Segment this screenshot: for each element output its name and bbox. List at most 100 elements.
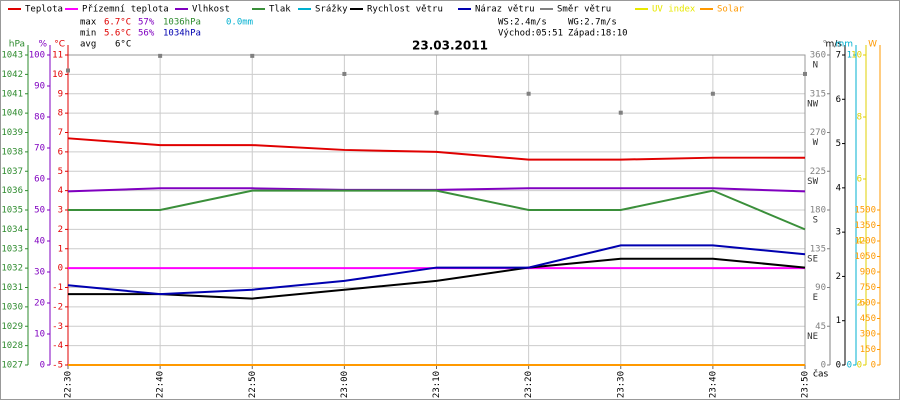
y-tick-label: 3	[58, 206, 63, 216]
series-line	[68, 189, 806, 231]
legend-label: Přízemní teplota	[82, 5, 169, 15]
legend-label: Tlak	[269, 5, 291, 15]
y-tick-label: 10	[851, 51, 862, 61]
legend-label: Směr větru	[557, 5, 611, 15]
y-tick-label: 8	[857, 113, 862, 123]
y-tick-label: 1033	[1, 244, 23, 254]
direction-dot	[158, 53, 163, 58]
y-tick-label: 1	[836, 316, 841, 326]
axis-unit: °	[823, 40, 828, 50]
x-axis-label: čas	[813, 369, 828, 380]
y-tick-label: 90	[34, 82, 45, 92]
y-tick-label: 315	[810, 89, 826, 99]
y-tick-label: 600	[860, 299, 876, 309]
y-tick-label: 1035	[1, 206, 23, 216]
y-tick-label: 1038	[1, 147, 23, 157]
y-tick-label: -4	[52, 341, 63, 351]
direction-dot	[526, 91, 531, 96]
y-tick-label: 1027	[1, 361, 23, 371]
legend-label: Teplota	[25, 5, 63, 15]
axis-unit: °C	[54, 40, 65, 50]
series-line	[67, 244, 806, 296]
y-tick-label: 1200	[854, 237, 876, 247]
info-text: WS:2.4m/s	[498, 18, 547, 28]
y-tick-label: 4	[857, 237, 862, 247]
y-tick-label: 225	[810, 167, 826, 177]
y-tick-label: 1043	[1, 51, 23, 61]
compass-label: NW	[807, 99, 818, 109]
direction-dot	[250, 53, 255, 58]
stat-value: 1036hPa	[163, 18, 201, 28]
y-tick-label: 1040	[1, 109, 23, 119]
y-tick-label: 1500	[854, 206, 876, 216]
y-tick-label: 2	[58, 225, 63, 235]
axis-unit: hPa	[9, 40, 25, 50]
legend-label: Náraz větru	[475, 5, 535, 15]
y-tick-label: 45	[815, 322, 826, 332]
y-tick-label: 135	[810, 244, 826, 254]
compass-label: W	[813, 138, 819, 148]
y-tick-label: 7	[836, 51, 841, 61]
compass-label: S	[813, 216, 818, 226]
y-tick-label: 1029	[1, 322, 23, 332]
y-tick-label: 5	[58, 167, 63, 177]
y-tick-label: 6	[857, 175, 862, 185]
x-tick-label: 23:50	[801, 371, 811, 398]
y-tick-label: 7	[58, 128, 63, 138]
chart-title: 23.03.2011	[412, 39, 488, 53]
y-tick-label: 0	[821, 361, 826, 371]
stat-label: avg	[80, 40, 96, 50]
y-tick-label: 300	[860, 330, 876, 340]
legend-label: Solar	[717, 5, 745, 15]
y-tick-label: 20	[34, 299, 45, 309]
direction-dot	[710, 91, 715, 96]
y-tick-label: 180	[810, 206, 826, 216]
y-tick-label: 1050	[854, 252, 876, 262]
y-tick-label: 40	[34, 237, 45, 247]
x-tick-label: 23:30	[616, 371, 626, 398]
y-tick-label: 4	[836, 183, 841, 193]
y-tick-label: -5	[52, 361, 63, 371]
y-tick-label: 0	[871, 361, 876, 371]
stat-label: max	[80, 18, 97, 28]
y-tick-label: 900	[860, 268, 876, 278]
y-tick-label: 60	[34, 175, 45, 185]
y-tick-label: 1036	[1, 186, 23, 196]
direction-dot	[803, 71, 807, 76]
y-tick-label: 8	[58, 109, 63, 119]
axis-unit: mm	[835, 40, 853, 50]
y-tick-label: 270	[810, 128, 826, 138]
y-tick-label: 1032	[1, 264, 23, 274]
compass-label: NE	[807, 332, 818, 342]
y-tick-label: -1	[52, 283, 63, 293]
y-tick-label: 1039	[1, 128, 23, 138]
direction-dot	[66, 68, 70, 73]
series-line	[67, 137, 805, 161]
x-tick-label: 22:50	[248, 371, 258, 398]
y-tick-label: 1034	[1, 225, 23, 235]
y-tick-label: 80	[34, 113, 45, 123]
y-tick-label: 6	[836, 95, 841, 105]
legend-label: Srážky	[315, 5, 348, 15]
x-tick-label: 23:10	[432, 371, 442, 398]
y-tick-label: 1041	[1, 89, 23, 99]
direction-dot	[618, 110, 623, 115]
y-tick-label: 1	[847, 51, 852, 61]
y-tick-label: 3	[836, 228, 841, 238]
y-tick-label: 90	[815, 283, 826, 293]
y-tick-label: 10	[34, 330, 45, 340]
stat-value: 0.0mm	[226, 18, 253, 28]
info-text: Západ:18:10	[568, 29, 628, 39]
x-tick-label: 22:30	[64, 371, 74, 398]
y-tick-label: -3	[52, 322, 63, 332]
stat-value: 6.7°C	[104, 18, 131, 28]
y-tick-label: 0	[836, 361, 841, 371]
y-tick-label: 450	[860, 314, 876, 324]
legend-label: Vlhkost	[192, 5, 230, 15]
y-tick-label: 1031	[1, 283, 23, 293]
y-tick-label: 1028	[1, 341, 23, 351]
y-tick-label: 5	[836, 139, 841, 149]
axis-unit: %	[38, 40, 47, 50]
legend-label: Rychlost větru	[367, 5, 443, 15]
